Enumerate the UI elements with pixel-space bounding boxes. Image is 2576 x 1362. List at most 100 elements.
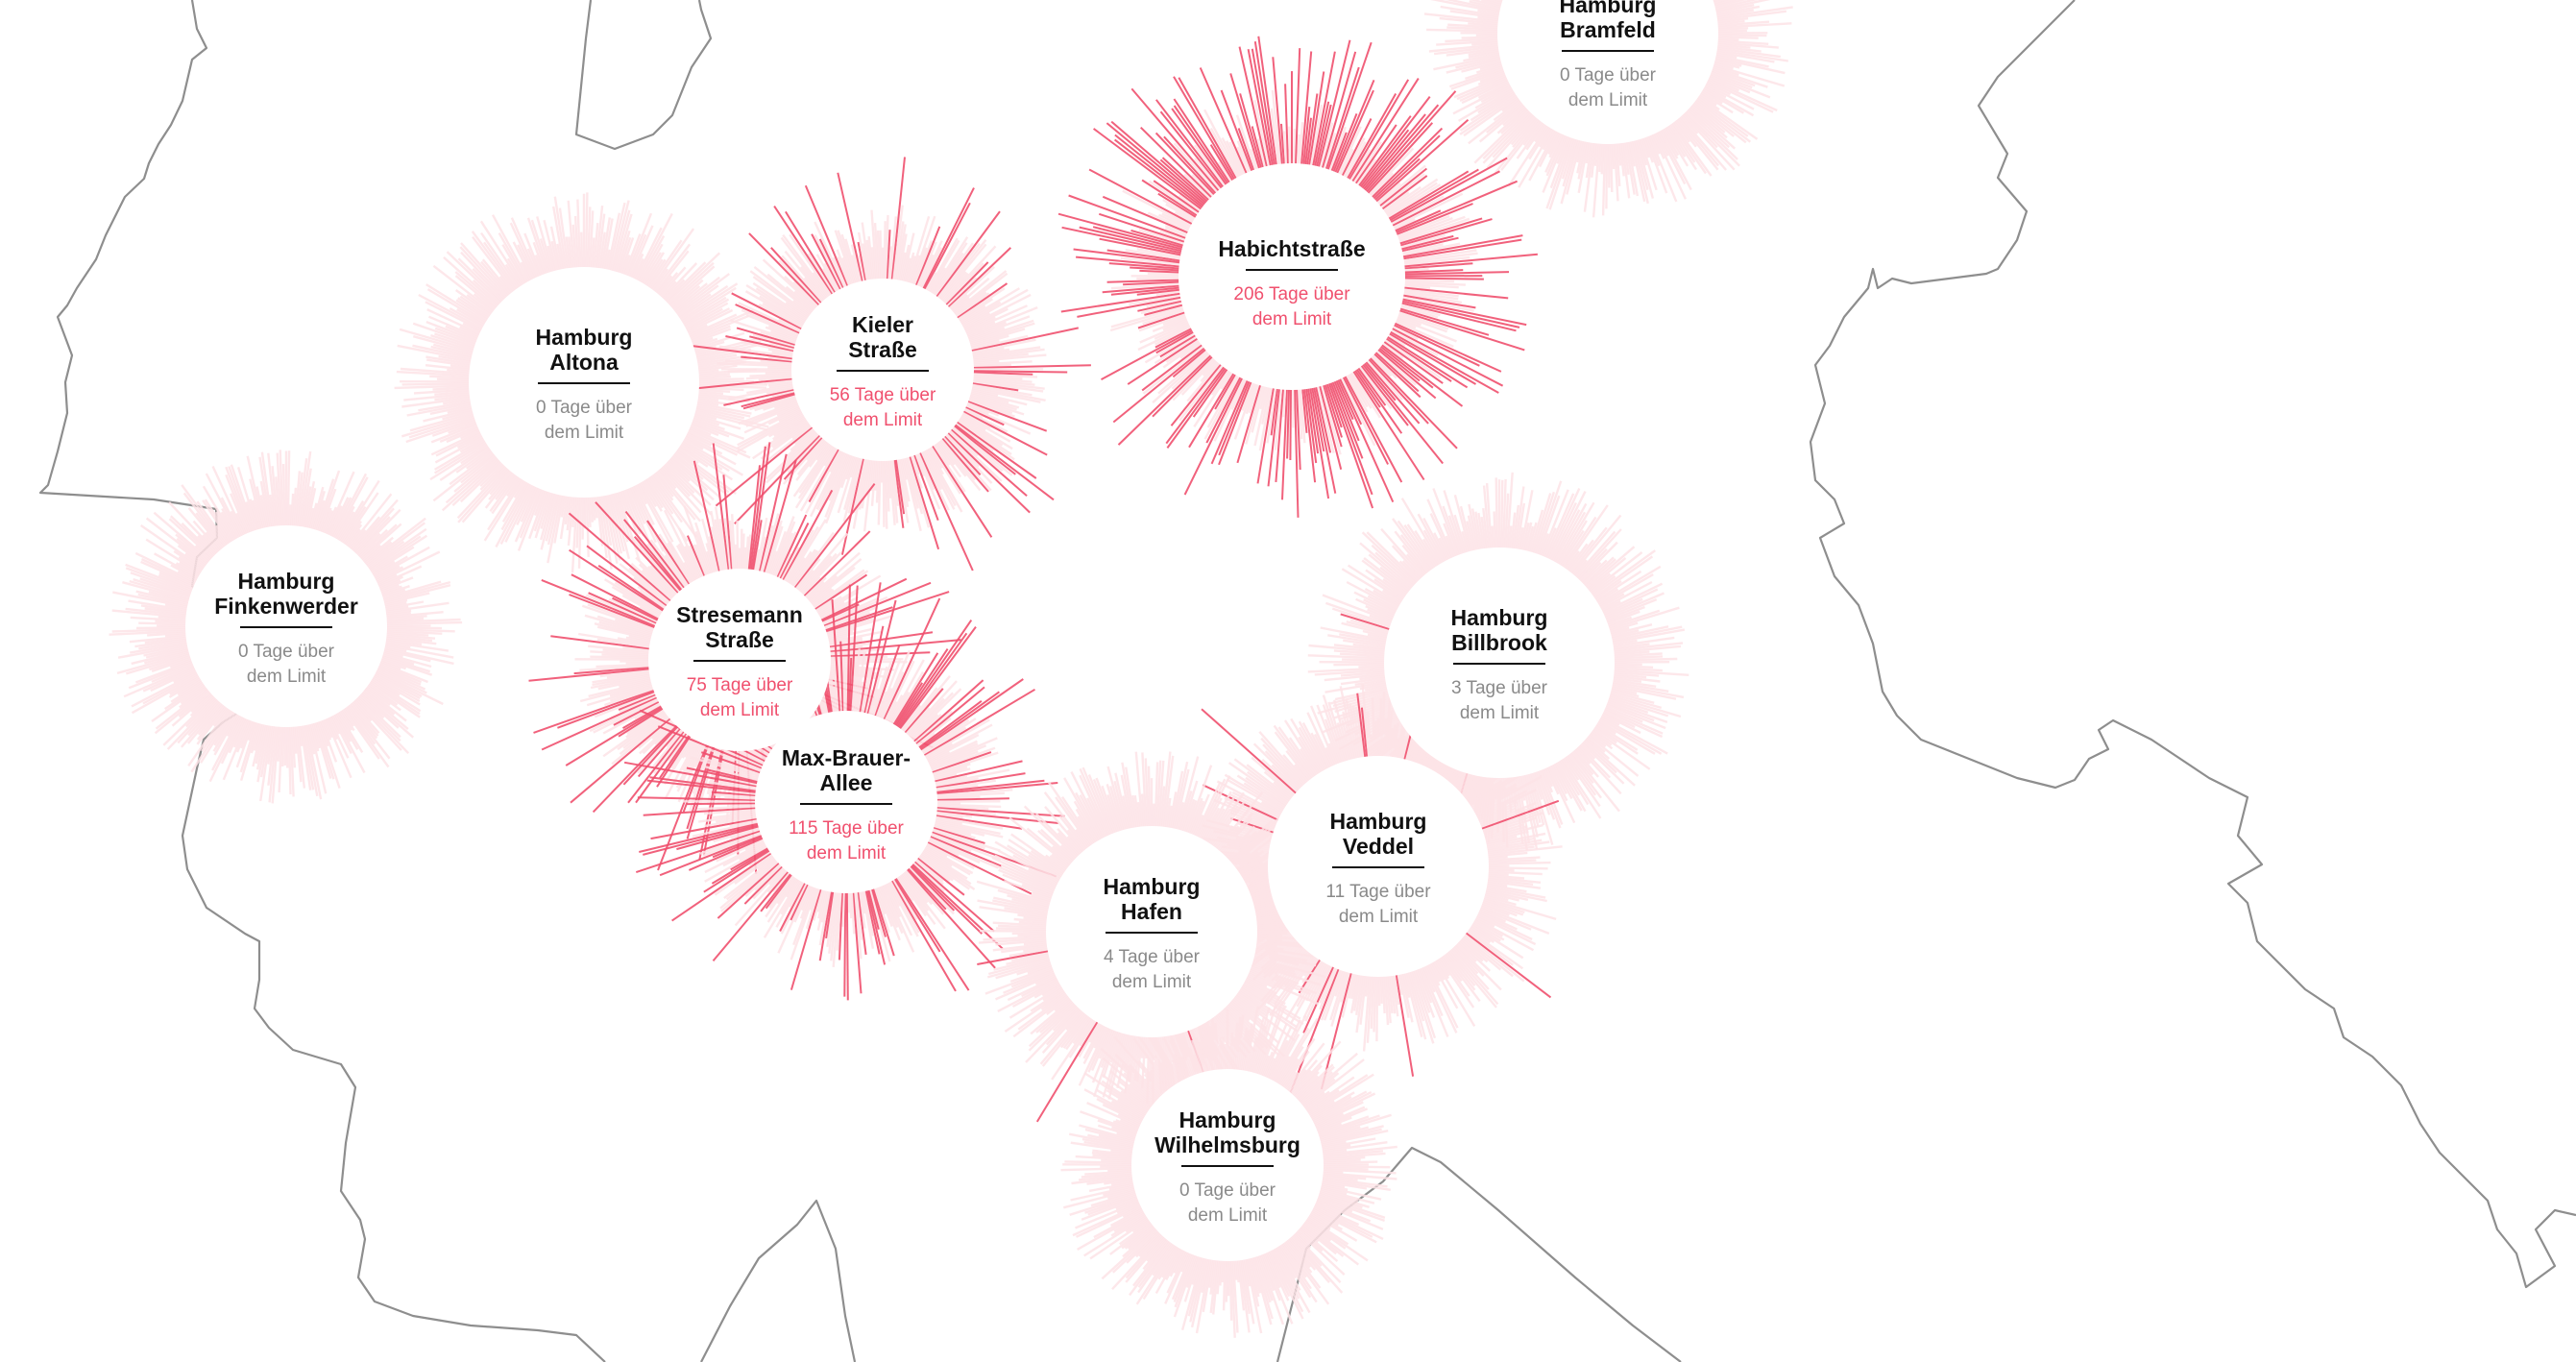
spike-below-limit bbox=[969, 374, 1023, 380]
spike-below-limit bbox=[1400, 255, 1470, 266]
spike-below-limit bbox=[1610, 645, 1682, 654]
spike-below-limit bbox=[1258, 1055, 1271, 1080]
spike-below-limit bbox=[329, 473, 368, 542]
spike-below-limit bbox=[857, 231, 869, 284]
spike-below-limit bbox=[1151, 1066, 1173, 1093]
spike-below-limit bbox=[926, 744, 987, 771]
spike-below-limit bbox=[889, 876, 918, 921]
spike-over-limit bbox=[1237, 128, 1256, 175]
spike-below-limit bbox=[1350, 141, 1382, 186]
station-veddel[interactable]: Hamburg Veddel 11 Tage über dem Limit bbox=[1253, 809, 1503, 930]
spike-below-limit bbox=[1683, 107, 1738, 160]
station-altona[interactable]: Hamburg Altona 0 Tage über dem Limit bbox=[459, 325, 709, 446]
spike-below-limit bbox=[759, 524, 774, 575]
spike-below-limit bbox=[1244, 970, 1320, 1006]
spike-below-limit bbox=[1318, 1144, 1351, 1152]
spike-below-limit bbox=[815, 254, 841, 295]
spike-below-limit bbox=[1452, 940, 1502, 991]
spike-below-limit bbox=[1373, 578, 1408, 602]
spike-over-limit bbox=[1068, 194, 1190, 241]
spike-below-limit bbox=[964, 327, 1006, 343]
station-stresemann-strasse[interactable]: Stresemann Straße 75 Tage über dem Limit bbox=[615, 602, 864, 723]
spike-over-limit bbox=[1323, 380, 1343, 438]
spike-below-limit bbox=[1262, 743, 1306, 790]
spike-below-limit bbox=[1583, 138, 1595, 212]
station-bramfeld[interactable]: Hamburg Bramfeld 0 Tage über dem Limit bbox=[1483, 0, 1733, 113]
station-hafen[interactable]: Hamburg Hafen 4 Tage über dem Limit bbox=[1027, 874, 1276, 995]
station-wilhelmsburg[interactable]: Hamburg Wilhelmsburg 0 Tage über dem Limit bbox=[1103, 1107, 1352, 1228]
spike-below-limit bbox=[900, 869, 929, 904]
spike-below-limit bbox=[412, 322, 479, 348]
spike-below-limit bbox=[1255, 1006, 1283, 1079]
spike-below-limit bbox=[930, 824, 976, 839]
spike-below-limit bbox=[180, 698, 224, 748]
spike-over-limit bbox=[1306, 384, 1320, 454]
spike-below-limit bbox=[564, 492, 571, 525]
spike-below-limit bbox=[628, 567, 673, 605]
spike-below-limit bbox=[910, 860, 946, 892]
spike-below-limit bbox=[909, 714, 939, 743]
spike-below-limit bbox=[1398, 736, 1407, 763]
spike-below-limit bbox=[1160, 751, 1172, 831]
spike-below-limit bbox=[1484, 872, 1509, 876]
spike-below-limit bbox=[1585, 138, 1593, 179]
spike-below-limit bbox=[1676, 113, 1728, 171]
spike-below-limit bbox=[1318, 1178, 1391, 1191]
spike-below-limit bbox=[780, 877, 804, 915]
spike-below-limit bbox=[589, 493, 594, 523]
spike-below-limit bbox=[1106, 784, 1124, 835]
spike-below-limit bbox=[171, 689, 214, 727]
station-kieler-strasse[interactable]: Kieler Straße 56 Tage über dem Limit bbox=[758, 312, 1008, 433]
spike-below-limit bbox=[1190, 1254, 1209, 1328]
spike-below-limit bbox=[1575, 742, 1611, 779]
station-divider bbox=[538, 382, 630, 384]
spike-below-limit bbox=[456, 308, 488, 328]
spike-below-limit bbox=[719, 780, 761, 790]
spike-below-limit bbox=[260, 451, 275, 531]
spike-below-limit bbox=[1494, 115, 1543, 174]
spike-below-limit bbox=[684, 735, 698, 758]
spike-below-limit bbox=[874, 691, 887, 720]
spike-below-limit bbox=[1303, 1089, 1340, 1115]
spike-over-limit bbox=[612, 596, 662, 623]
spike-below-limit bbox=[1090, 1190, 1140, 1207]
spike-below-limit bbox=[155, 620, 190, 624]
spike-below-limit bbox=[1555, 757, 1581, 796]
spike-below-limit bbox=[1136, 801, 1143, 831]
spike-below-limit bbox=[1531, 768, 1543, 800]
spike-below-limit bbox=[1306, 1091, 1355, 1121]
spike-below-limit bbox=[675, 738, 702, 789]
spike-below-limit bbox=[1283, 719, 1323, 778]
station-finkenwerder[interactable]: Hamburg Finkenwerder 0 Tage über dem Limit bbox=[161, 569, 411, 690]
station-max-brauer-allee[interactable]: Max-Brauer- Allee 115 Tage über dem Limit bbox=[721, 745, 971, 866]
spike-below-limit bbox=[317, 717, 329, 747]
spike-below-limit bbox=[1480, 895, 1557, 921]
spike-below-limit bbox=[1154, 333, 1201, 365]
spike-below-limit bbox=[672, 447, 737, 495]
spike-below-limit bbox=[1243, 1006, 1259, 1075]
spike-below-limit bbox=[1400, 279, 1455, 283]
spike-below-limit bbox=[205, 531, 225, 553]
spike-below-limit bbox=[601, 653, 653, 658]
spike-below-limit bbox=[619, 237, 635, 278]
spike-below-limit bbox=[1276, 1241, 1318, 1303]
spike-over-limit bbox=[1144, 303, 1186, 316]
spike-below-limit bbox=[924, 838, 960, 857]
spike-below-limit bbox=[1101, 1158, 1136, 1163]
spike-below-limit bbox=[1030, 850, 1068, 877]
spike-below-limit bbox=[1097, 1124, 1140, 1140]
spike-below-limit bbox=[633, 480, 648, 505]
spike-below-limit bbox=[614, 581, 667, 616]
station-habichtstrasse[interactable]: Habichtstraße 206 Tage über dem Limit bbox=[1167, 236, 1417, 332]
spike-below-limit bbox=[1258, 1251, 1276, 1292]
station-billbrook[interactable]: Hamburg Billbrook 3 Tage über dem Limit bbox=[1374, 605, 1624, 726]
spike-below-limit bbox=[891, 456, 900, 506]
spike-below-limit bbox=[240, 717, 255, 749]
spike-below-limit bbox=[1475, 62, 1506, 74]
spike-below-limit bbox=[1301, 955, 1322, 984]
spike-below-limit bbox=[824, 635, 848, 644]
spike-below-limit bbox=[1601, 704, 1643, 723]
spike-over-limit bbox=[1199, 67, 1250, 178]
spike-below-limit bbox=[627, 225, 654, 281]
spike-below-limit bbox=[625, 636, 654, 645]
